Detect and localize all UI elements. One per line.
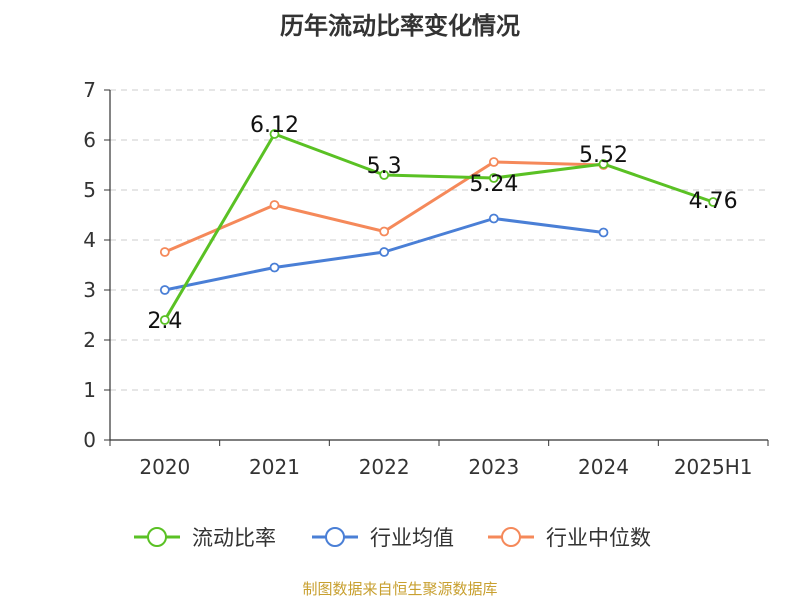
data-labels: 2.4 6.12 5.3 5.24 5.52 4.76	[147, 113, 737, 334]
series-1-point-2025H1	[708, 197, 719, 207]
legend-swatch-marker	[325, 527, 345, 547]
series-2-point-2022	[379, 247, 390, 257]
y-tick-label-7: 7	[83, 78, 96, 102]
series-2-point-2020	[159, 285, 170, 295]
data-source-note: 制图数据来自恒生聚源数据库	[302, 580, 498, 598]
legend[interactable]: 流动比率 行业均值 行业中位数	[134, 526, 651, 550]
y-tick-label-0: 0	[83, 428, 96, 452]
data-label-2024: 5.52	[579, 143, 628, 168]
x-tick-label-2023: 2023	[468, 455, 519, 479]
y-tick-label-4: 4	[83, 228, 96, 252]
series-1-point-2024	[598, 159, 609, 169]
legend-item-3[interactable]: 行业中位数	[488, 526, 651, 550]
data-label-2021: 6.12	[250, 113, 299, 138]
series-3-point-2023	[488, 157, 499, 167]
series-3-point-2020	[159, 247, 170, 257]
series-2-point-2024	[598, 227, 609, 238]
data-label-2022: 5.3	[367, 154, 402, 179]
axes: 0 1 2 3 4 5 6 7 2020 2021 2022 2023 2024 2025H1	[83, 78, 769, 479]
y-tick-label-1: 1	[83, 378, 96, 402]
data-label-2025H1: 4.76	[689, 189, 738, 214]
x-tick-label-2025H1: 2025H1	[674, 455, 753, 479]
series-3-point-2021	[269, 200, 280, 210]
y-tick-label-3: 3	[83, 278, 96, 302]
series-2-point-2021	[269, 262, 280, 273]
series-1-point-2020	[159, 315, 170, 325]
legend-item-1[interactable]: 流动比率	[134, 526, 276, 550]
series-line-1	[163, 132, 714, 321]
y-tick-label-2: 2	[83, 328, 96, 352]
series-lines	[159, 129, 719, 325]
data-label-2020: 2.4	[147, 309, 182, 334]
x-tick-label-2020: 2020	[139, 455, 190, 479]
legend-label: 行业均值	[370, 526, 454, 550]
legend-swatch-marker	[501, 527, 521, 547]
grid-lines	[110, 89, 768, 391]
y-tick-label-5: 5	[83, 178, 96, 202]
series-1-point-2021	[269, 129, 280, 139]
series-3-point-2022	[379, 226, 390, 237]
x-tick-label-2021: 2021	[249, 455, 300, 479]
legend-swatch-marker	[147, 527, 167, 547]
series-1-point-2023	[488, 173, 499, 183]
legend-label: 流动比率	[192, 526, 276, 550]
x-tick-label-2022: 2022	[359, 455, 410, 479]
chart-title: 历年流动比率变化情况	[280, 12, 520, 40]
series-2-point-2023	[488, 213, 499, 224]
series-1-point-2022	[379, 170, 390, 180]
legend-item-2[interactable]: 行业均值	[312, 526, 454, 550]
legend-label: 行业中位数	[546, 526, 651, 550]
x-tick-label-2024: 2024	[578, 455, 629, 479]
y-tick-label-6: 6	[83, 128, 96, 152]
data-label-2023: 5.24	[469, 172, 518, 197]
